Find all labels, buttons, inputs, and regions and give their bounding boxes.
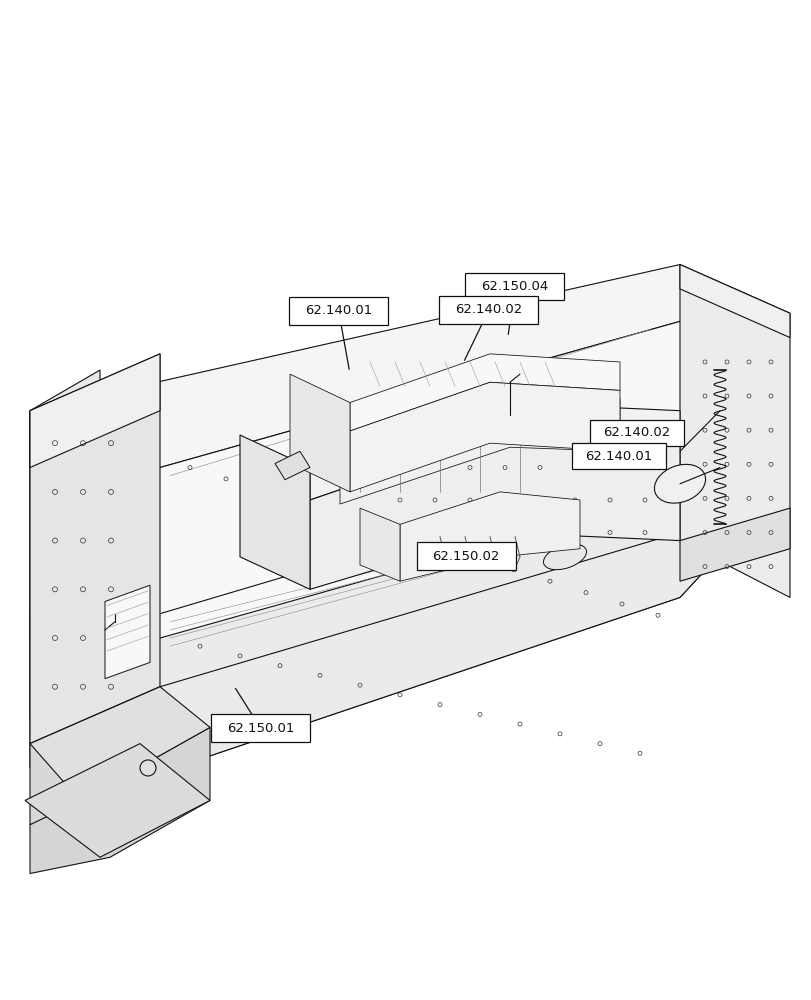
Circle shape — [139, 760, 156, 776]
Text: 62.140.01: 62.140.01 — [305, 304, 371, 317]
Polygon shape — [350, 354, 620, 431]
Polygon shape — [30, 687, 210, 800]
Text: 62.150.04: 62.150.04 — [481, 280, 547, 293]
Text: 62.140.02: 62.140.02 — [603, 426, 669, 439]
Polygon shape — [25, 744, 210, 857]
Text: 62.150.02: 62.150.02 — [432, 550, 499, 563]
Polygon shape — [310, 435, 679, 589]
Polygon shape — [240, 435, 310, 589]
Polygon shape — [30, 354, 160, 468]
Polygon shape — [30, 321, 709, 638]
Ellipse shape — [654, 464, 705, 503]
FancyBboxPatch shape — [571, 443, 665, 469]
Ellipse shape — [543, 544, 586, 570]
Polygon shape — [30, 265, 709, 468]
Text: 62.150.01: 62.150.01 — [227, 722, 294, 735]
FancyBboxPatch shape — [589, 420, 683, 446]
Polygon shape — [30, 727, 210, 874]
Polygon shape — [350, 382, 620, 492]
FancyBboxPatch shape — [289, 297, 388, 325]
Polygon shape — [30, 687, 160, 825]
Polygon shape — [290, 374, 350, 492]
Polygon shape — [359, 508, 400, 581]
Polygon shape — [310, 403, 679, 500]
Polygon shape — [275, 451, 310, 480]
Polygon shape — [679, 508, 789, 581]
FancyBboxPatch shape — [211, 714, 310, 742]
FancyBboxPatch shape — [416, 542, 515, 570]
Polygon shape — [340, 423, 620, 504]
FancyBboxPatch shape — [465, 273, 564, 300]
Text: 62.140.01: 62.140.01 — [585, 450, 651, 463]
Text: 62.140.02: 62.140.02 — [455, 303, 521, 316]
Polygon shape — [400, 492, 579, 581]
Polygon shape — [30, 459, 709, 776]
Polygon shape — [679, 265, 789, 597]
Polygon shape — [30, 370, 100, 768]
Polygon shape — [30, 532, 709, 776]
Polygon shape — [105, 585, 150, 679]
Polygon shape — [30, 354, 160, 744]
Polygon shape — [340, 394, 620, 480]
Polygon shape — [679, 265, 789, 338]
FancyBboxPatch shape — [439, 296, 538, 324]
